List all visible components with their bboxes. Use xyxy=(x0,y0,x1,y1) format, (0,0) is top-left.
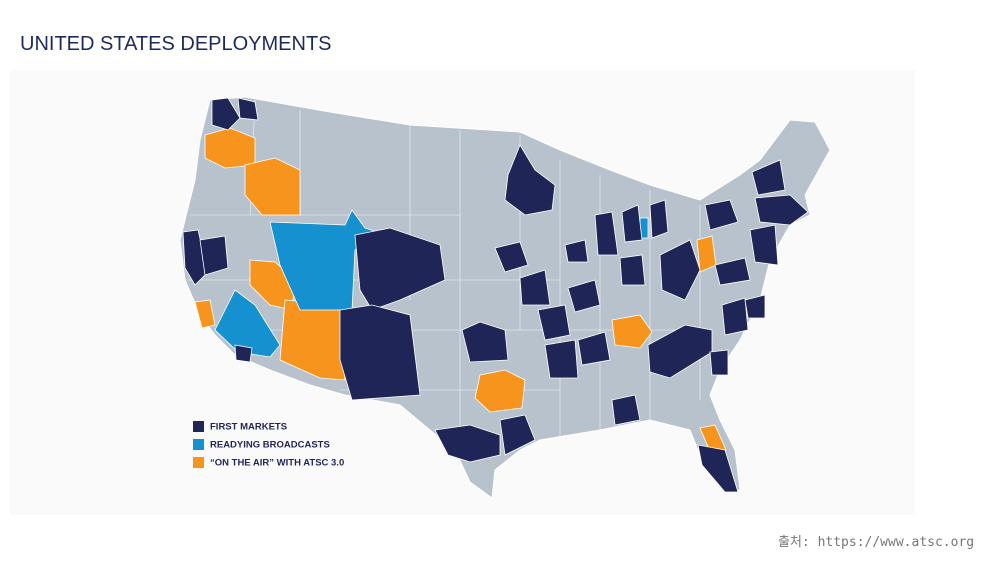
region-first-market xyxy=(211,97,241,131)
region-first-market xyxy=(237,97,259,121)
region-first-market xyxy=(754,194,809,226)
region-first-market xyxy=(594,211,619,256)
us-map xyxy=(179,96,831,499)
region-on-air xyxy=(194,299,216,329)
region-on-air xyxy=(611,314,653,349)
legend: FIRST MARKETS READYING BROADCASTS “ON THE … xyxy=(193,421,344,469)
region-first-market xyxy=(714,257,751,286)
region-on-air xyxy=(474,369,526,413)
region-first-market xyxy=(611,394,641,426)
region-first-market xyxy=(659,239,701,301)
region-first-market xyxy=(544,339,579,379)
region-first-market xyxy=(354,227,446,311)
legend-label: FIRST MARKETS xyxy=(210,422,287,433)
region-first-market xyxy=(519,269,551,306)
region-first-market xyxy=(751,159,786,196)
legend-swatch xyxy=(193,439,204,450)
region-first-market xyxy=(339,304,421,401)
region-on-air xyxy=(244,157,301,216)
legend-label: “ON THE AIR” WITH ATSC 3.0 xyxy=(210,458,344,469)
us-outline xyxy=(179,96,831,499)
region-first-market xyxy=(721,297,749,336)
region-first-market xyxy=(621,204,643,243)
region-first-market xyxy=(744,294,766,319)
region-first-market xyxy=(649,199,669,239)
legend-swatch xyxy=(193,421,204,432)
title: UNITED STATES DEPLOYMENTS xyxy=(20,33,332,55)
region-first-market xyxy=(564,239,589,263)
region-first-market xyxy=(199,235,229,276)
region-first-market xyxy=(697,444,739,493)
region-first-market xyxy=(704,199,739,231)
region-first-market xyxy=(567,279,601,313)
region-first-market xyxy=(461,321,509,363)
region-first-market xyxy=(182,229,209,286)
region-first-market xyxy=(434,424,501,463)
region-first-market xyxy=(619,254,646,286)
region-first-market xyxy=(749,224,779,266)
region-first-market xyxy=(577,331,611,366)
source: 출처: https://www.atsc.org xyxy=(778,535,974,550)
region-first-market xyxy=(504,144,556,216)
region-first-market xyxy=(234,344,253,363)
region-first-market xyxy=(494,241,529,273)
legend-label: READYING BROADCASTS xyxy=(210,440,330,451)
legend-swatch xyxy=(193,457,204,468)
region-first-market xyxy=(709,349,729,376)
region-first-market xyxy=(537,304,571,341)
region-first-market xyxy=(499,414,536,456)
